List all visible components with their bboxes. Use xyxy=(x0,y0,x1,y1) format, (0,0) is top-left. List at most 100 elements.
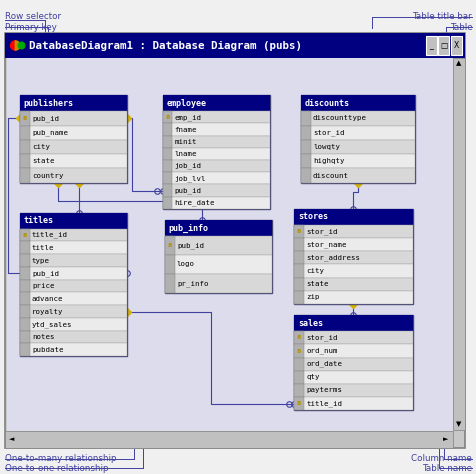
Text: 8: 8 xyxy=(167,243,172,248)
FancyBboxPatch shape xyxy=(162,148,269,160)
FancyBboxPatch shape xyxy=(294,291,303,304)
FancyBboxPatch shape xyxy=(294,238,412,251)
FancyBboxPatch shape xyxy=(20,254,127,267)
FancyBboxPatch shape xyxy=(294,209,412,225)
FancyBboxPatch shape xyxy=(20,267,127,280)
FancyBboxPatch shape xyxy=(162,197,269,209)
FancyBboxPatch shape xyxy=(294,371,412,384)
Text: 8: 8 xyxy=(296,348,301,354)
FancyBboxPatch shape xyxy=(437,36,448,55)
FancyBboxPatch shape xyxy=(165,220,271,293)
FancyBboxPatch shape xyxy=(300,140,310,154)
Text: stor_id: stor_id xyxy=(306,228,337,235)
Wedge shape xyxy=(15,41,20,50)
Text: emp_id: emp_id xyxy=(174,114,201,121)
Text: state: state xyxy=(306,281,328,287)
Text: publishers: publishers xyxy=(24,99,74,108)
FancyBboxPatch shape xyxy=(20,331,127,344)
FancyBboxPatch shape xyxy=(20,111,30,126)
FancyBboxPatch shape xyxy=(162,172,269,184)
FancyBboxPatch shape xyxy=(162,136,269,148)
Text: title: title xyxy=(32,245,54,251)
Text: type: type xyxy=(32,257,50,264)
Text: fname: fname xyxy=(174,127,197,133)
FancyBboxPatch shape xyxy=(20,241,127,254)
Text: pubdate: pubdate xyxy=(32,347,63,353)
Wedge shape xyxy=(10,41,15,50)
FancyBboxPatch shape xyxy=(294,264,303,278)
Text: lowqty: lowqty xyxy=(312,144,339,150)
Text: ord_date: ord_date xyxy=(306,361,342,367)
FancyBboxPatch shape xyxy=(20,254,30,267)
FancyBboxPatch shape xyxy=(162,95,269,209)
FancyBboxPatch shape xyxy=(20,212,127,228)
Text: ◄: ◄ xyxy=(9,436,15,442)
FancyBboxPatch shape xyxy=(294,278,412,291)
FancyBboxPatch shape xyxy=(294,251,412,264)
Text: stor_id: stor_id xyxy=(312,129,344,136)
Text: Column name: Column name xyxy=(411,454,471,463)
Text: ord_num: ord_num xyxy=(306,348,337,355)
FancyBboxPatch shape xyxy=(20,168,30,183)
FancyBboxPatch shape xyxy=(20,305,30,318)
FancyBboxPatch shape xyxy=(162,136,172,148)
FancyBboxPatch shape xyxy=(20,305,127,318)
Text: pr_info: pr_info xyxy=(177,280,208,287)
FancyBboxPatch shape xyxy=(450,36,461,55)
FancyBboxPatch shape xyxy=(20,318,30,331)
Text: 8: 8 xyxy=(296,401,301,406)
FancyBboxPatch shape xyxy=(294,384,412,397)
FancyBboxPatch shape xyxy=(294,225,412,238)
Text: DatabaseDiagram1 : Database Diagram (pubs): DatabaseDiagram1 : Database Diagram (pub… xyxy=(29,40,301,51)
Text: 8: 8 xyxy=(22,233,27,237)
Text: job_id: job_id xyxy=(174,163,201,170)
Text: 8: 8 xyxy=(296,229,301,234)
Text: notes: notes xyxy=(32,334,54,340)
Text: One-to-one relationship: One-to-one relationship xyxy=(5,464,108,473)
Text: pub_id: pub_id xyxy=(32,270,59,277)
Text: qty: qty xyxy=(306,374,319,380)
Text: sales: sales xyxy=(298,319,322,328)
Text: 8: 8 xyxy=(296,335,301,340)
Text: Table name: Table name xyxy=(421,464,471,473)
FancyBboxPatch shape xyxy=(294,384,303,397)
FancyBboxPatch shape xyxy=(300,154,310,168)
Text: stor_name: stor_name xyxy=(306,241,346,248)
Text: pub_name: pub_name xyxy=(32,129,68,136)
FancyBboxPatch shape xyxy=(5,33,464,58)
FancyBboxPatch shape xyxy=(20,267,30,280)
Text: pub_id: pub_id xyxy=(177,242,204,249)
FancyBboxPatch shape xyxy=(294,225,303,238)
FancyBboxPatch shape xyxy=(300,95,414,183)
FancyBboxPatch shape xyxy=(294,251,303,264)
FancyBboxPatch shape xyxy=(452,58,464,430)
Text: titles: titles xyxy=(24,216,54,225)
FancyBboxPatch shape xyxy=(294,371,303,384)
FancyBboxPatch shape xyxy=(20,318,127,331)
Text: highqty: highqty xyxy=(312,158,344,164)
FancyBboxPatch shape xyxy=(300,111,310,126)
FancyBboxPatch shape xyxy=(300,111,414,126)
Text: ytd_sales: ytd_sales xyxy=(32,321,72,328)
FancyBboxPatch shape xyxy=(165,255,271,274)
FancyBboxPatch shape xyxy=(20,212,127,356)
FancyBboxPatch shape xyxy=(20,280,30,292)
Text: stor_address: stor_address xyxy=(306,255,359,261)
Text: pub_id: pub_id xyxy=(174,187,201,194)
FancyBboxPatch shape xyxy=(20,154,127,168)
Text: _: _ xyxy=(428,41,433,50)
FancyBboxPatch shape xyxy=(20,344,127,356)
FancyBboxPatch shape xyxy=(300,168,414,183)
Text: country: country xyxy=(32,173,63,179)
FancyBboxPatch shape xyxy=(20,95,127,111)
Text: pub_info: pub_info xyxy=(169,224,208,233)
FancyBboxPatch shape xyxy=(20,140,127,154)
Text: ▲: ▲ xyxy=(456,61,461,66)
Text: ►: ► xyxy=(442,436,448,442)
FancyBboxPatch shape xyxy=(165,274,174,293)
FancyBboxPatch shape xyxy=(165,236,174,255)
FancyBboxPatch shape xyxy=(294,209,412,304)
FancyBboxPatch shape xyxy=(294,357,412,371)
Text: discounts: discounts xyxy=(304,99,349,108)
Text: Row selector: Row selector xyxy=(5,12,61,21)
